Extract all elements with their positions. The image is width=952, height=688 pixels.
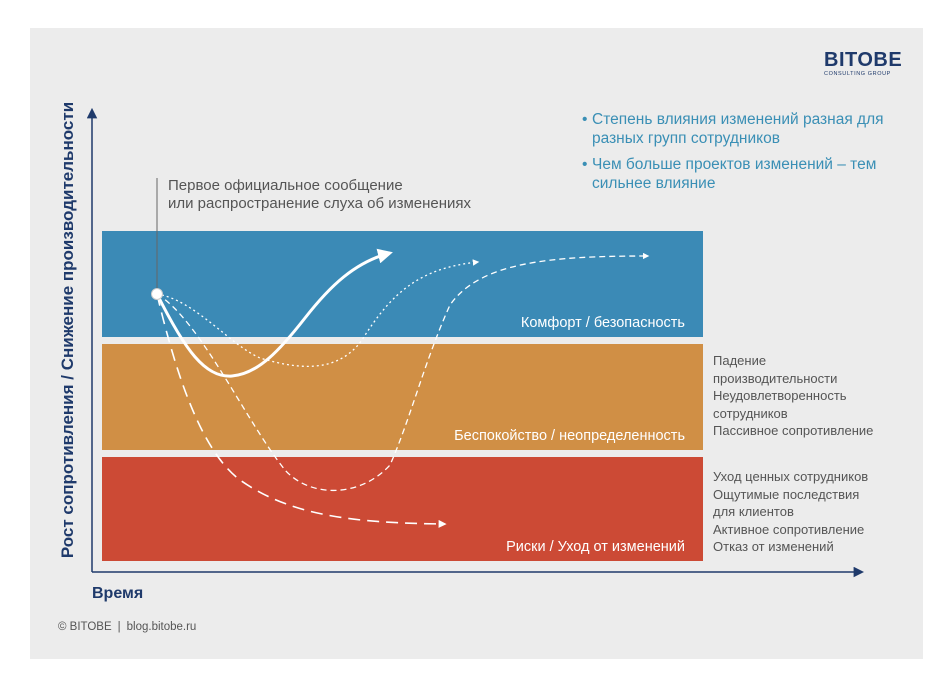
x-axis-label: Время (92, 585, 144, 602)
footer-link[interactable]: blog.bitobe.ru (126, 621, 197, 633)
consequence-item: Отказ от изменений (713, 539, 834, 554)
risk-consequences: Уход ценных сотрудников Ощутимые последс… (713, 468, 913, 556)
anxiety-consequences: Падение производительности Неудовлетворе… (713, 352, 913, 440)
start-point (151, 288, 163, 300)
consequence-item: Падение (713, 353, 767, 368)
logo-subtitle: CONSULTING GROUP (824, 71, 891, 77)
medium-dash-curve (156, 252, 650, 492)
risk-zone: Риски / Уход от изменений (102, 457, 703, 561)
consequence-item: сотрудников (713, 405, 788, 421)
consequence-item: Уход ценных сотрудников (713, 469, 869, 484)
key-points: Степень влияния изменений разная для раз… (582, 110, 912, 200)
logo-wordmark: BITOBE (824, 49, 903, 71)
bitobe-logo: BITOBE CONSULTING GROUP (824, 50, 904, 77)
consequence-item: Активное сопротивление (713, 521, 865, 537)
consequence-item: Пассивное сопротивление (713, 423, 874, 438)
announcement-annotation: Первое официальное сообщение или распрос… (168, 177, 548, 213)
comfort-zone: Комфорт / безопасность (102, 231, 703, 337)
consequence-item: производительности (713, 370, 838, 386)
consequence-item: Неудовлетворенность (713, 388, 847, 403)
copyright: © BITOBE (58, 621, 112, 633)
annotation-line: или распространение слуха об изменениях (168, 195, 472, 212)
consequence-item: для клиентов (713, 504, 794, 519)
consequence-item: Ощутимые последствия (713, 486, 860, 502)
long-dash-curve (156, 293, 447, 528)
comfort-zone-label: Комфорт / безопасность (520, 315, 685, 331)
footer: © BITOBE | blog.bitobe.ru (58, 621, 197, 633)
key-point: Чем больше проектов изменений – тем силь… (582, 155, 912, 193)
solid-curve (155, 248, 393, 378)
key-point: Степень влияния изменений разная для раз… (582, 110, 912, 148)
annotation-line: Первое официальное сообщение (168, 177, 403, 194)
y-axis-label: Рост сопротивления / Снижение производит… (58, 101, 77, 559)
risk-zone-label: Риски / Уход от изменений (506, 539, 685, 555)
anxiety-zone-label: Беспокойство / неопределенность (454, 428, 685, 444)
anxiety-zone: Беспокойство / неопределенность (102, 344, 703, 450)
dotted-curve (156, 259, 480, 367)
